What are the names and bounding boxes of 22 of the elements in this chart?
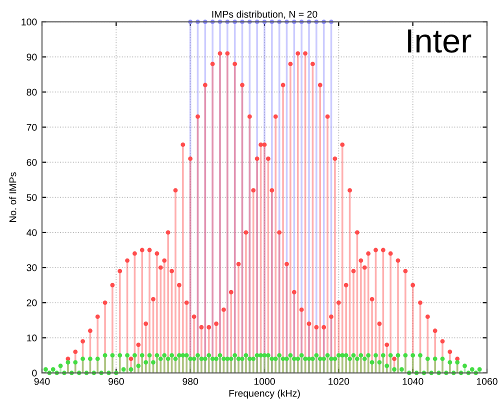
annotation: Inter (408, 30, 472, 53)
y-tick-label: 10 (27, 334, 37, 342)
y-tick-label: 30 (26, 264, 37, 272)
x-tick-label: 940 (34, 378, 50, 385)
x-tick-label: 1040 (402, 378, 424, 385)
x-tick-label: 1020 (328, 378, 350, 385)
y-tick-label: 80 (26, 88, 37, 96)
y-tick-label: 70 (26, 124, 37, 131)
x-tick-label: 1060 (476, 378, 498, 385)
x-axis-title: Frequency (kHz) (229, 390, 300, 399)
y-tick-label: 20 (26, 299, 37, 306)
y-tick-label: 100 (22, 18, 37, 26)
x-tick-label: 960 (108, 378, 124, 385)
y-tick-label: 0 (32, 370, 37, 377)
x-tick-label: 1000 (254, 378, 275, 385)
x-tick-label: 980 (182, 378, 198, 385)
y-tick-label: 50 (26, 194, 37, 201)
y-tick-label: 40 (26, 229, 37, 236)
y-tick-label: 90 (26, 54, 37, 61)
y-axis-title: No. of IMPs (9, 172, 16, 222)
chart-title: IMPs distribution, N = 20 (212, 10, 318, 19)
y-tick-label: 60 (26, 158, 37, 166)
